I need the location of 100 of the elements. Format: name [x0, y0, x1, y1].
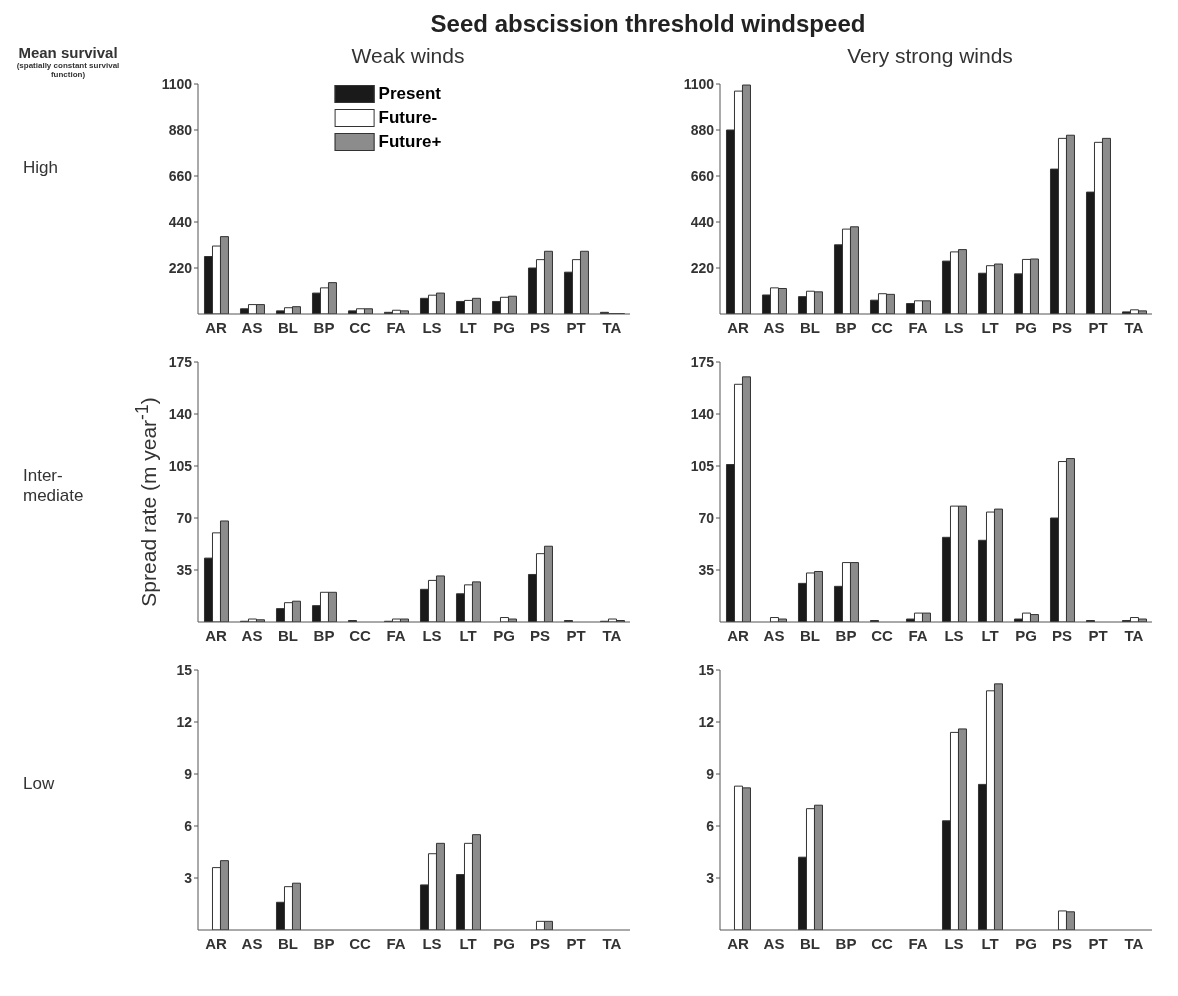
- x-tick-label: AR: [727, 626, 749, 644]
- x-tick-label: PS: [1051, 626, 1073, 644]
- text: Low: [23, 774, 56, 794]
- y-tick-label: 105: [168, 457, 193, 474]
- x-tick-label: BL: [800, 934, 820, 952]
- y-tick-label: 12: [698, 713, 715, 730]
- x-tick-label: CC: [871, 318, 893, 336]
- chart-subtitle: Weak winds: [350, 44, 466, 69]
- x-tick-label: LS: [422, 934, 442, 952]
- x-tick-label: TA: [1124, 934, 1144, 952]
- x-tick-label: LT: [459, 934, 477, 952]
- text: Mean survival: [17, 44, 119, 61]
- x-tick-label: TA: [1124, 626, 1144, 644]
- text: (spatially constant survival function): [15, 61, 121, 79]
- y-tick-label: 140: [168, 405, 193, 422]
- x-tick-label: PG: [493, 934, 515, 952]
- x-tick-label: AS: [241, 626, 263, 644]
- x-tick-label: TA: [602, 626, 622, 644]
- x-tick-label: CC: [349, 318, 371, 336]
- y-tick-label: 660: [168, 167, 193, 184]
- x-tick-label: TA: [602, 934, 622, 952]
- x-tick-label: BL: [800, 626, 820, 644]
- x-tick-label: AR: [205, 318, 227, 336]
- y-tick-label: 9: [184, 765, 193, 782]
- x-tick-label: CC: [871, 626, 893, 644]
- y-tick-label: 105: [690, 457, 715, 474]
- y-tick-label: 3: [706, 869, 715, 886]
- x-tick-label: FA: [386, 934, 406, 952]
- y-tick-label: 440: [690, 213, 715, 230]
- x-tick-label: LT: [981, 626, 999, 644]
- x-tick-label: CC: [349, 934, 371, 952]
- x-tick-label: PT: [566, 318, 586, 336]
- x-tick-label: PS: [529, 318, 551, 336]
- legend-label: Future+: [378, 132, 442, 152]
- x-tick-label: PT: [566, 934, 586, 952]
- x-tick-label: BP: [835, 934, 857, 952]
- text: Inter-mediate: [23, 466, 85, 506]
- x-tick-label: LT: [981, 934, 999, 952]
- y-tick-label: 440: [168, 213, 193, 230]
- x-tick-label: LT: [459, 318, 477, 336]
- y-tick-label: 220: [690, 259, 715, 276]
- x-tick-label: AS: [241, 934, 263, 952]
- y-tick-label: 880: [168, 121, 193, 138]
- chart-title: Seed abscission threshold windspeed: [429, 10, 867, 38]
- y-tick-label: 660: [690, 167, 715, 184]
- x-tick-label: PT: [1088, 934, 1108, 952]
- y-tick-label: 70: [176, 509, 193, 526]
- x-tick-label: PS: [529, 626, 551, 644]
- y-tick-label: 1100: [683, 75, 715, 92]
- y-tick-label: 1100: [161, 75, 193, 92]
- x-tick-label: PS: [1051, 318, 1073, 336]
- y-tick-label: 15: [698, 661, 715, 678]
- x-tick-label: CC: [349, 626, 371, 644]
- legend-label: Future-: [378, 108, 438, 128]
- y-tick-label: 35: [176, 561, 193, 578]
- y-tick-label: 6: [184, 817, 193, 834]
- x-tick-label: AR: [205, 934, 227, 952]
- y-tick-label: 35: [698, 561, 715, 578]
- x-tick-label: PG: [1015, 934, 1037, 952]
- x-tick-label: FA: [908, 318, 928, 336]
- x-tick-label: LS: [422, 318, 442, 336]
- y-tick-label: 70: [698, 509, 715, 526]
- x-tick-label: PG: [1015, 318, 1037, 336]
- x-tick-label: BL: [278, 934, 298, 952]
- x-tick-label: LT: [459, 626, 477, 644]
- y-tick-label: 175: [168, 353, 193, 370]
- y-tick-label: 12: [176, 713, 193, 730]
- x-tick-label: LS: [422, 626, 442, 644]
- y-tick-label: 880: [690, 121, 715, 138]
- x-tick-label: LS: [944, 318, 964, 336]
- x-tick-label: AS: [763, 318, 785, 336]
- x-tick-label: BL: [278, 318, 298, 336]
- x-tick-label: BL: [800, 318, 820, 336]
- x-tick-label: PG: [1015, 626, 1037, 644]
- x-tick-label: PG: [493, 626, 515, 644]
- x-tick-label: FA: [386, 318, 406, 336]
- x-tick-label: BP: [313, 934, 335, 952]
- x-tick-label: BP: [313, 318, 335, 336]
- x-tick-label: PT: [1088, 626, 1108, 644]
- x-tick-label: AS: [241, 318, 263, 336]
- x-tick-label: PS: [1051, 934, 1073, 952]
- x-tick-label: FA: [908, 626, 928, 644]
- x-tick-label: BP: [313, 626, 335, 644]
- x-tick-label: AR: [727, 934, 749, 952]
- x-tick-label: LS: [944, 626, 964, 644]
- x-tick-label: PG: [493, 318, 515, 336]
- y-tick-label: 15: [176, 661, 193, 678]
- x-tick-label: BP: [835, 626, 857, 644]
- y-tick-label: 140: [690, 405, 715, 422]
- x-tick-label: LT: [981, 318, 999, 336]
- x-tick-label: PT: [1088, 318, 1108, 336]
- x-tick-label: LS: [944, 934, 964, 952]
- x-tick-label: CC: [871, 934, 893, 952]
- x-tick-label: TA: [1124, 318, 1144, 336]
- x-tick-label: AS: [763, 934, 785, 952]
- x-tick-label: FA: [908, 934, 928, 952]
- x-tick-label: AR: [727, 318, 749, 336]
- legend-label: Present: [378, 84, 441, 104]
- x-tick-label: AR: [205, 626, 227, 644]
- x-tick-label: BL: [278, 626, 298, 644]
